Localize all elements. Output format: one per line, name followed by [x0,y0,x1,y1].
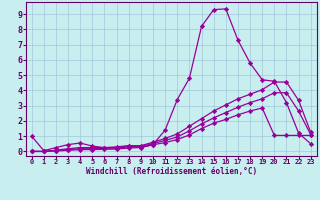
X-axis label: Windchill (Refroidissement éolien,°C): Windchill (Refroidissement éolien,°C) [86,167,257,176]
